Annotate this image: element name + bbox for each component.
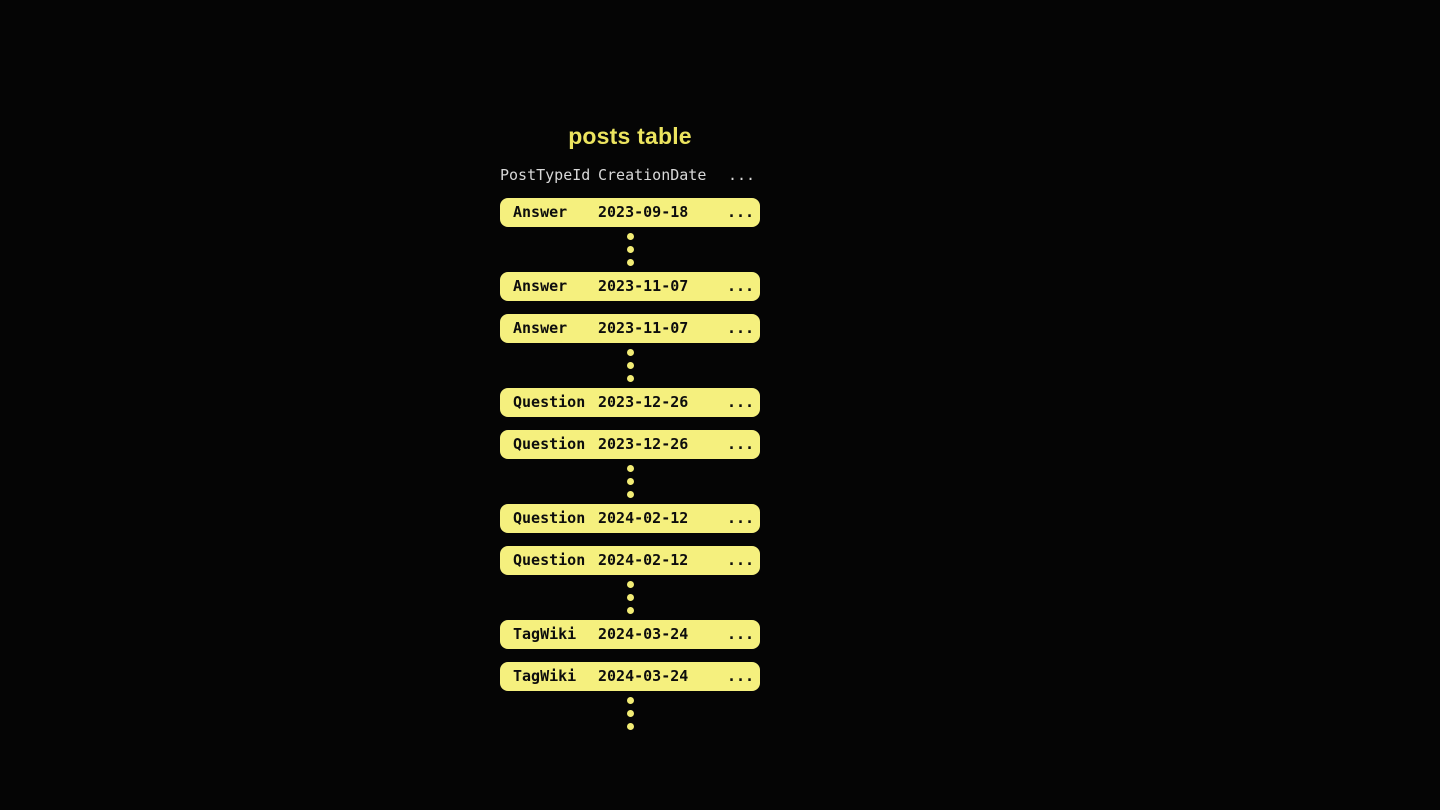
cell-more: ... (727, 509, 755, 527)
cell-creation-date: 2023-09-18 (598, 203, 689, 221)
cell-creation-date: 2024-02-12 (598, 551, 689, 569)
cell-more: ... (727, 435, 755, 453)
dot-icon (626, 581, 634, 588)
cell-post-type: Question (513, 509, 586, 527)
dot-icon (626, 723, 634, 730)
cell-more: ... (727, 625, 755, 643)
dot-icon (626, 259, 634, 266)
cell-more: ... (727, 277, 755, 295)
dot-icon (626, 594, 634, 601)
dot-icon (626, 697, 634, 704)
cell-post-type: Answer (513, 277, 568, 295)
cell-more: ... (727, 393, 755, 411)
vertical-ellipsis (500, 459, 760, 504)
table-row: Answer 2023-11-07 ... (500, 314, 760, 343)
cell-post-type: TagWiki (513, 625, 577, 643)
diagram-title: posts table (568, 123, 692, 149)
vertical-ellipsis (500, 343, 760, 388)
table-row: Question 2024-02-12 ... (500, 546, 760, 575)
vertical-ellipsis (500, 575, 760, 620)
cell-post-type: Question (513, 435, 586, 453)
cell-creation-date: 2023-11-07 (598, 277, 689, 295)
cell-creation-date: 2023-11-07 (598, 319, 689, 337)
cell-post-type: Question (513, 551, 586, 569)
cell-more: ... (727, 551, 755, 569)
dot-icon (626, 349, 634, 356)
dot-icon (626, 246, 634, 253)
dot-icon (626, 375, 634, 382)
table-header-row: PostTypeId CreationDate ... (500, 166, 760, 184)
table-row: Answer 2023-11-07 ... (500, 272, 760, 301)
table-row: TagWiki 2024-03-24 ... (500, 662, 760, 691)
column-header-posttypeid: PostTypeId (500, 166, 591, 184)
cell-creation-date: 2024-03-24 (598, 625, 689, 643)
cell-creation-date: 2023-12-26 (598, 435, 689, 453)
cell-more: ... (727, 667, 755, 685)
cell-more: ... (727, 319, 755, 337)
cell-post-type: Question (513, 393, 586, 411)
cell-creation-date: 2023-12-26 (598, 393, 689, 411)
dot-icon (626, 465, 634, 472)
vertical-ellipsis (500, 227, 760, 272)
dot-icon (626, 233, 634, 240)
dot-icon (626, 478, 634, 485)
table-rows: Answer 2023-09-18 ... Answer 2023-11-07 … (500, 198, 760, 736)
table-row: Question 2023-12-26 ... (500, 388, 760, 417)
cell-more: ... (727, 203, 755, 221)
vertical-ellipsis (500, 691, 760, 736)
posts-table-diagram: posts table PostTypeId CreationDate ... … (500, 122, 760, 736)
table-row: TagWiki 2024-03-24 ... (500, 620, 760, 649)
dot-icon (626, 607, 634, 614)
cell-post-type: Answer (513, 203, 568, 221)
table-row: Question 2024-02-12 ... (500, 504, 760, 533)
column-header-more: ... (728, 166, 756, 184)
dot-icon (626, 491, 634, 498)
table-row: Question 2023-12-26 ... (500, 430, 760, 459)
cell-creation-date: 2024-02-12 (598, 509, 689, 527)
dot-icon (626, 362, 634, 369)
column-header-creationdate: CreationDate (598, 166, 707, 184)
table-row: Answer 2023-09-18 ... (500, 198, 760, 227)
cell-post-type: TagWiki (513, 667, 577, 685)
cell-post-type: Answer (513, 319, 568, 337)
cell-creation-date: 2024-03-24 (598, 667, 689, 685)
dot-icon (626, 710, 634, 717)
